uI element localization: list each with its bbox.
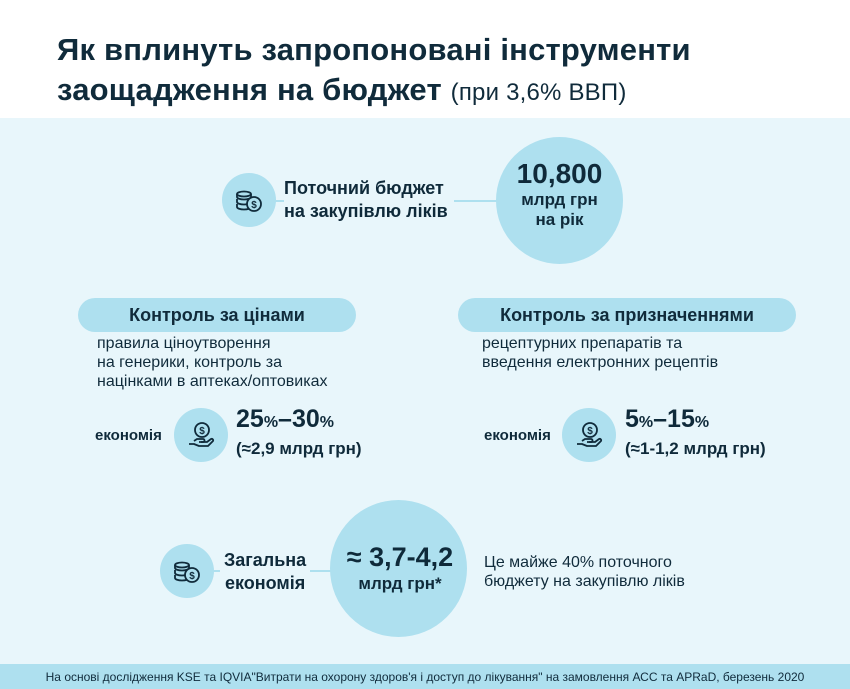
coins-icon: $ <box>236 190 262 212</box>
money-hand-icon: $ <box>189 422 215 447</box>
budget-value-block: 10,800 млрд грн на рік <box>496 158 623 230</box>
price-savings-values: 25%–30% (≈2,9 млрд грн) <box>236 404 362 460</box>
price-pct-high: 30 <box>291 405 320 433</box>
title-line-1: Як вплинуть запропоновані інструменти <box>57 32 691 67</box>
svg-text:$: $ <box>587 426 593 437</box>
budget-icon-circle: $ <box>222 173 276 227</box>
header: Як вплинуть запропоновані інструменти за… <box>0 0 850 118</box>
coins-icon: $ <box>174 561 200 583</box>
total-value-block: ≈ 3,7-4,2 млрд грн* <box>320 542 480 594</box>
total-label: Загальна економія <box>220 549 311 595</box>
price-desc-line-3: націнками в аптеках/оптовиках <box>97 373 328 390</box>
total-icon-circle: $ <box>160 544 214 598</box>
budget-unit-line-1: млрд грн <box>521 190 598 209</box>
prescription-control-pill: Контроль за призначеннями <box>458 298 796 332</box>
prescription-pct-low: 5 <box>625 405 639 433</box>
prescription-desc-line-2: введення електронних рецептів <box>482 354 719 371</box>
money-hand-icon: $ <box>577 422 603 447</box>
total-value: ≈ 3,7-4,2 <box>346 542 454 572</box>
svg-text:$: $ <box>189 571 195 582</box>
total-label-line-1: Загальна <box>224 550 307 570</box>
prescription-pct-dash: – <box>653 405 668 433</box>
prescription-savings-percent: 5%–15% <box>625 404 766 438</box>
prescription-savings-values: 5%–15% (≈1-1,2 млрд грн) <box>625 404 766 460</box>
budget-label-line-1: Поточний бюджет <box>284 178 444 198</box>
prescription-pct-high-sign: % <box>694 414 710 431</box>
price-desc-line-2: на генерики, контроль за <box>97 354 282 371</box>
price-pct-low-sign: % <box>263 414 279 431</box>
prescription-pct-high: 15 <box>667 405 695 433</box>
budget-value: 10,800 <box>516 158 603 189</box>
total-note-line-1: Це майже 40% поточного <box>484 554 672 571</box>
prescription-savings-label: економія <box>484 427 551 444</box>
price-savings-label: економія <box>95 427 162 444</box>
svg-text:$: $ <box>251 200 257 211</box>
total-label-line-2: економія <box>224 573 306 593</box>
price-control-description: правила ціноутворення на генерики, контр… <box>97 334 327 391</box>
svg-text:$: $ <box>199 426 205 437</box>
price-pct-dash: – <box>278 405 292 433</box>
budget-label: Поточний бюджет на закупівлю ліків <box>284 177 454 223</box>
price-savings-icon-circle: $ <box>174 408 228 462</box>
total-unit: млрд грн* <box>358 574 442 593</box>
total-value-circle <box>330 500 467 637</box>
prescription-control-description: рецептурних препаратів та введення елект… <box>482 334 718 372</box>
prescription-pct-low-sign: % <box>638 414 654 431</box>
prescription-savings-amount: (≈1-1,2 млрд грн) <box>625 439 766 458</box>
budget-label-line-2: на закупівлю ліків <box>284 201 448 221</box>
prescription-savings-icon-circle: $ <box>562 408 616 462</box>
total-note-line-2: бюджету на закупівлю ліків <box>484 573 685 590</box>
price-savings-percent: 25%–30% <box>236 404 362 438</box>
price-pct-low: 25 <box>236 405 264 433</box>
footer-source: На основі дослідження KSE та IQVIA"Витра… <box>0 664 850 689</box>
total-note: Це майже 40% поточного бюджету на закупі… <box>484 553 685 591</box>
price-desc-line-1: правила ціноутворення <box>97 335 271 352</box>
title-subtitle: (при 3,6% ВВП) <box>450 79 627 106</box>
price-savings-amount: (≈2,9 млрд грн) <box>236 439 362 458</box>
prescription-desc-line-1: рецептурних препаратів та <box>482 335 683 352</box>
price-pct-high-sign: % <box>319 414 334 431</box>
title-line-2-main: заощадження на бюджет <box>57 72 442 107</box>
page-title: Як вплинуть запропоновані інструменти за… <box>57 30 691 113</box>
budget-value-circle <box>496 137 623 264</box>
price-control-pill: Контроль за цінами <box>78 298 356 332</box>
title-line-2: заощадження на бюджет (при 3,6% ВВП) <box>57 70 691 113</box>
budget-unit-line-2: на рік <box>535 210 584 229</box>
